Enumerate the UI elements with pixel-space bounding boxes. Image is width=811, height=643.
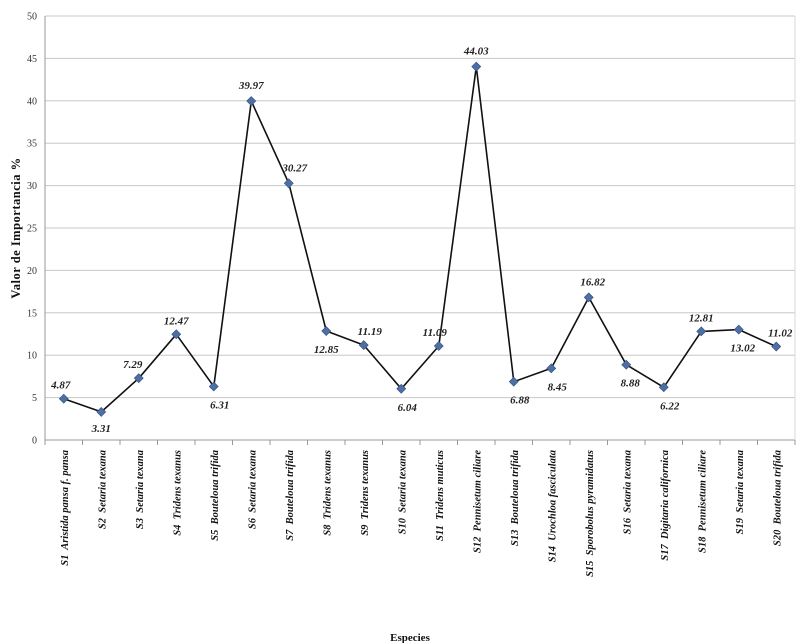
- series-line-path: [63, 65, 777, 413]
- series-line: [63, 65, 777, 413]
- data-label: 11.09: [423, 327, 448, 339]
- gridlines: [45, 15, 795, 399]
- data-point-marker: [508, 376, 519, 387]
- data-label: 44.03: [463, 46, 489, 58]
- x-category-label: S9 Tridens texanus: [360, 450, 371, 536]
- x-category-label: S12 Pennisetum ciliare: [472, 450, 483, 553]
- y-tick-label: 15: [27, 308, 37, 319]
- data-point-marker: [283, 178, 294, 189]
- data-label: 12.81: [689, 312, 714, 324]
- data-label: 4.87: [50, 380, 71, 392]
- y-tick-label: 10: [27, 351, 37, 362]
- data-label: 7.29: [123, 359, 143, 371]
- data-label: 16.82: [580, 276, 605, 288]
- data-point-marker: [96, 407, 107, 417]
- y-axis-title: Valor de Importancia %: [9, 157, 23, 298]
- data-point-marker: [733, 324, 744, 335]
- y-tick-label: 5: [32, 393, 37, 404]
- x-category-label: S3 Setaria texana: [135, 450, 146, 529]
- data-point-marker: [771, 341, 782, 352]
- data-point-marker: [583, 292, 594, 303]
- data-label: 39.97: [238, 80, 264, 92]
- x-category-label: S8 Tridens texanus: [322, 450, 333, 536]
- x-category-label: S18 Pennisetum ciliare: [697, 450, 708, 553]
- data-label: 13.02: [730, 343, 755, 355]
- x-category-label: S1 Aristida pansa f. pansa: [60, 450, 71, 566]
- x-category-label: S17 Digitaria californica: [660, 450, 671, 561]
- x-category-label: S15 Sporobolus pyramidatus: [585, 450, 596, 577]
- data-label: 8.45: [548, 381, 568, 393]
- y-tick-labels: 0 5 10 15 20 25 30 35 40 45 50: [27, 12, 37, 447]
- y-tick-label: 35: [27, 139, 37, 150]
- data-point-marker: [171, 329, 182, 340]
- y-tick-label: 45: [27, 54, 37, 65]
- axes: [44, 16, 796, 445]
- data-label: 11.19: [358, 326, 383, 338]
- data-point-marker: [433, 341, 444, 351]
- y-tick-label: 20: [27, 266, 37, 277]
- x-category-label: S13 Bouteloua trifida: [510, 450, 521, 546]
- y-tick-label: 50: [27, 12, 37, 23]
- data-point-marker: [621, 359, 632, 370]
- data-point-marker: [133, 373, 144, 384]
- y-tick-label: 0: [32, 436, 37, 447]
- x-category-label: S11 Tridens muticus: [435, 450, 446, 541]
- data-point-marker: [321, 326, 332, 336]
- data-point-marker: [696, 326, 707, 337]
- y-tick-label: 30: [27, 181, 37, 192]
- x-category-label: S14 Urochloa fasciculata: [547, 450, 558, 562]
- data-label: 6.22: [660, 400, 680, 412]
- x-category-label: S19 Setaria texana: [735, 450, 746, 534]
- data-point-marker: [471, 61, 482, 72]
- data-markers: [58, 61, 782, 417]
- data-label: 12.47: [164, 315, 189, 327]
- x-category-label: S2 Setaria texana: [97, 450, 108, 529]
- data-point-marker: [358, 340, 369, 351]
- x-category-label: S16 Setaria texana: [622, 450, 633, 534]
- data-point-marker: [208, 381, 219, 392]
- data-label: 12.85: [314, 344, 339, 356]
- y-tick-label: 25: [27, 224, 37, 235]
- y-tick-label: 40: [27, 96, 37, 107]
- x-category-label: S4 Tridens texanus: [172, 450, 183, 536]
- data-point-marker: [546, 363, 557, 374]
- x-category-label: S6 Setaria texana: [247, 450, 258, 529]
- data-label: 11.02: [768, 328, 793, 340]
- x-axis-title: Especies: [390, 632, 430, 643]
- x-category-label: S20 Bouteloua trifida: [772, 450, 783, 546]
- data-point-marker: [246, 96, 257, 106]
- data-label: 8.88: [621, 378, 641, 390]
- x-category-label: S5 Bouteloua trifida: [210, 450, 221, 541]
- data-label: 3.31: [91, 423, 111, 435]
- data-point-marker: [58, 393, 69, 404]
- data-label: 6.04: [398, 402, 418, 414]
- x-category-label: S10 Setaria texana: [397, 450, 408, 534]
- data-point-marker: [658, 382, 669, 393]
- data-point-marker: [396, 383, 407, 394]
- x-category-label: S7 Bouteloua trifida: [285, 450, 296, 541]
- data-label: 6.88: [510, 395, 530, 407]
- data-labels: 4.87 3.31 7.29 12.47 6.31 39.97 30.27 12.85 11.1…: [50, 46, 793, 435]
- x-category-labels: S1 Aristida pansa f. pansa S2 Setaria tex…: [60, 450, 784, 577]
- data-label: 6.31: [210, 399, 229, 411]
- data-label: 30.27: [281, 162, 307, 174]
